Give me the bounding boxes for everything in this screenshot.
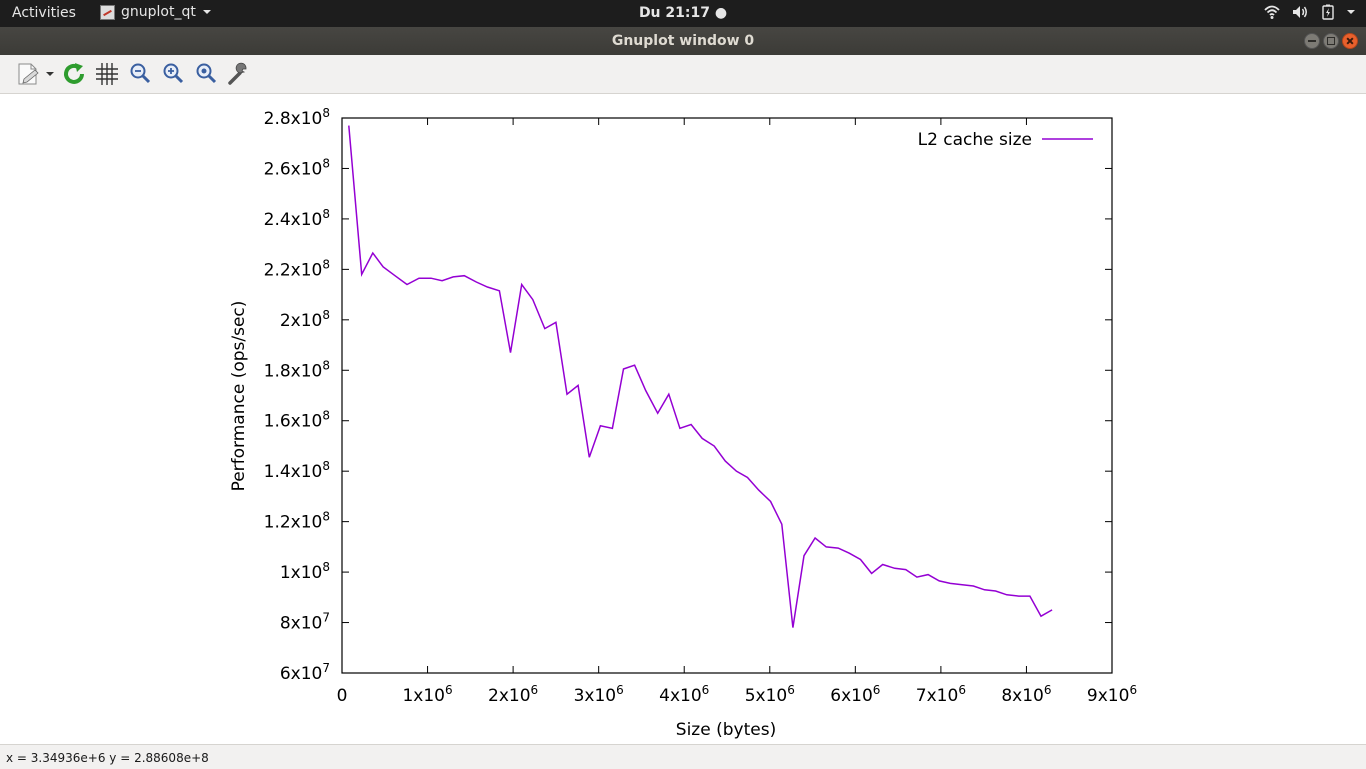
y-tick-label: 1x108 [280, 560, 330, 583]
toolbar [0, 55, 1366, 94]
minimize-button[interactable] [1304, 33, 1320, 49]
system-tray[interactable] [1264, 4, 1356, 20]
y-tick-label: 1.2x108 [264, 510, 330, 533]
plot-area[interactable]: 0 1x106 2x106 3x106 4x106 5x106 6x106 7x106 8x10… [0, 94, 1366, 744]
autoscale-button[interactable] [192, 61, 220, 87]
y-tick-label: 8x107 [280, 611, 330, 634]
maximize-button[interactable] [1323, 33, 1339, 49]
replot-icon [64, 63, 84, 84]
chevron-down-icon [202, 10, 211, 14]
y-tick-label: 1.6x108 [264, 409, 330, 432]
legend: L2 cache size [918, 130, 1093, 150]
window-title-bar[interactable]: Gnuplot window 0 [0, 27, 1366, 55]
zoom-next-button[interactable] [159, 61, 187, 87]
export-button[interactable] [14, 61, 56, 87]
series-line [348, 125, 1053, 628]
cursor-coordinates: x = 3.34936e+6 y = 2.88608e+8 [6, 751, 209, 765]
x-tick-label: 4x106 [659, 683, 709, 706]
battery-icon[interactable] [1322, 4, 1334, 20]
x-tick-label: 1x106 [402, 683, 452, 706]
app-menu[interactable]: gnuplot_qt [100, 4, 212, 20]
autoscale-icon [196, 63, 217, 84]
y-tick-label: 2.2x108 [264, 257, 330, 280]
y-tick-label: 2.6x108 [264, 156, 330, 179]
close-button[interactable] [1342, 33, 1358, 49]
clock[interactable]: Du 21:17 [638, 5, 710, 21]
line-chart[interactable]: 0 1x106 2x106 3x106 4x106 5x106 6x106 7x106 8x10… [0, 94, 1366, 744]
x-axis-label: Size (bytes) [676, 720, 776, 740]
y-tick-label: 2.4x108 [264, 207, 330, 230]
y-tick-label: 2.8x108 [264, 106, 330, 129]
y-axis-ticks: 6x107 8x107 1x108 1.2x108 1.4x108 1.6x108 1.8x… [264, 106, 1112, 684]
status-bar: x = 3.34936e+6 y = 2.88608e+8 [0, 744, 1366, 769]
zoom-previous-icon [130, 63, 151, 84]
legend-label: L2 cache size [918, 130, 1032, 150]
export-icon [18, 63, 54, 85]
settings-icon [228, 62, 247, 85]
x-tick-label: 0 [337, 686, 348, 706]
x-tick-label: 9x106 [1087, 683, 1137, 706]
y-axis-label: Performance (ops/sec) [229, 301, 249, 492]
app-menu-label: gnuplot_qt [121, 4, 196, 20]
activities-button[interactable]: Activities [12, 5, 76, 21]
gnuplot-app-icon [100, 4, 115, 20]
zoom-previous-button[interactable] [126, 61, 154, 87]
system-menu-chevron-icon[interactable] [1346, 8, 1356, 16]
y-tick-label: 1.4x108 [264, 459, 330, 482]
notification-dot-icon: ● [714, 5, 728, 21]
y-tick-label: 2x108 [280, 308, 330, 331]
x-tick-label: 2x106 [488, 683, 538, 706]
y-tick-label: 6x107 [280, 661, 330, 684]
x-tick-label: 8x106 [1001, 683, 1051, 706]
x-axis-ticks: 0 1x106 2x106 3x106 4x106 5x106 6x106 7x106 8x10… [337, 118, 1137, 706]
wifi-icon[interactable] [1264, 4, 1280, 20]
system-top-bar: Activities gnuplot_qt Du 21:17 ● [0, 0, 1366, 27]
replot-button[interactable] [60, 61, 88, 87]
grid-icon [96, 63, 118, 85]
zoom-next-icon [163, 63, 184, 84]
x-tick-label: 5x106 [745, 683, 795, 706]
x-tick-label: 6x106 [830, 683, 880, 706]
window-title: Gnuplot window 0 [611, 33, 755, 49]
volume-icon[interactable] [1292, 4, 1310, 20]
window-controls [1304, 33, 1358, 49]
y-tick-label: 1.8x108 [264, 358, 330, 381]
x-tick-label: 7x106 [916, 683, 966, 706]
plot-border [341, 117, 1113, 674]
settings-button[interactable] [225, 61, 253, 87]
grid-button[interactable] [93, 61, 121, 87]
x-tick-label: 3x106 [574, 683, 624, 706]
